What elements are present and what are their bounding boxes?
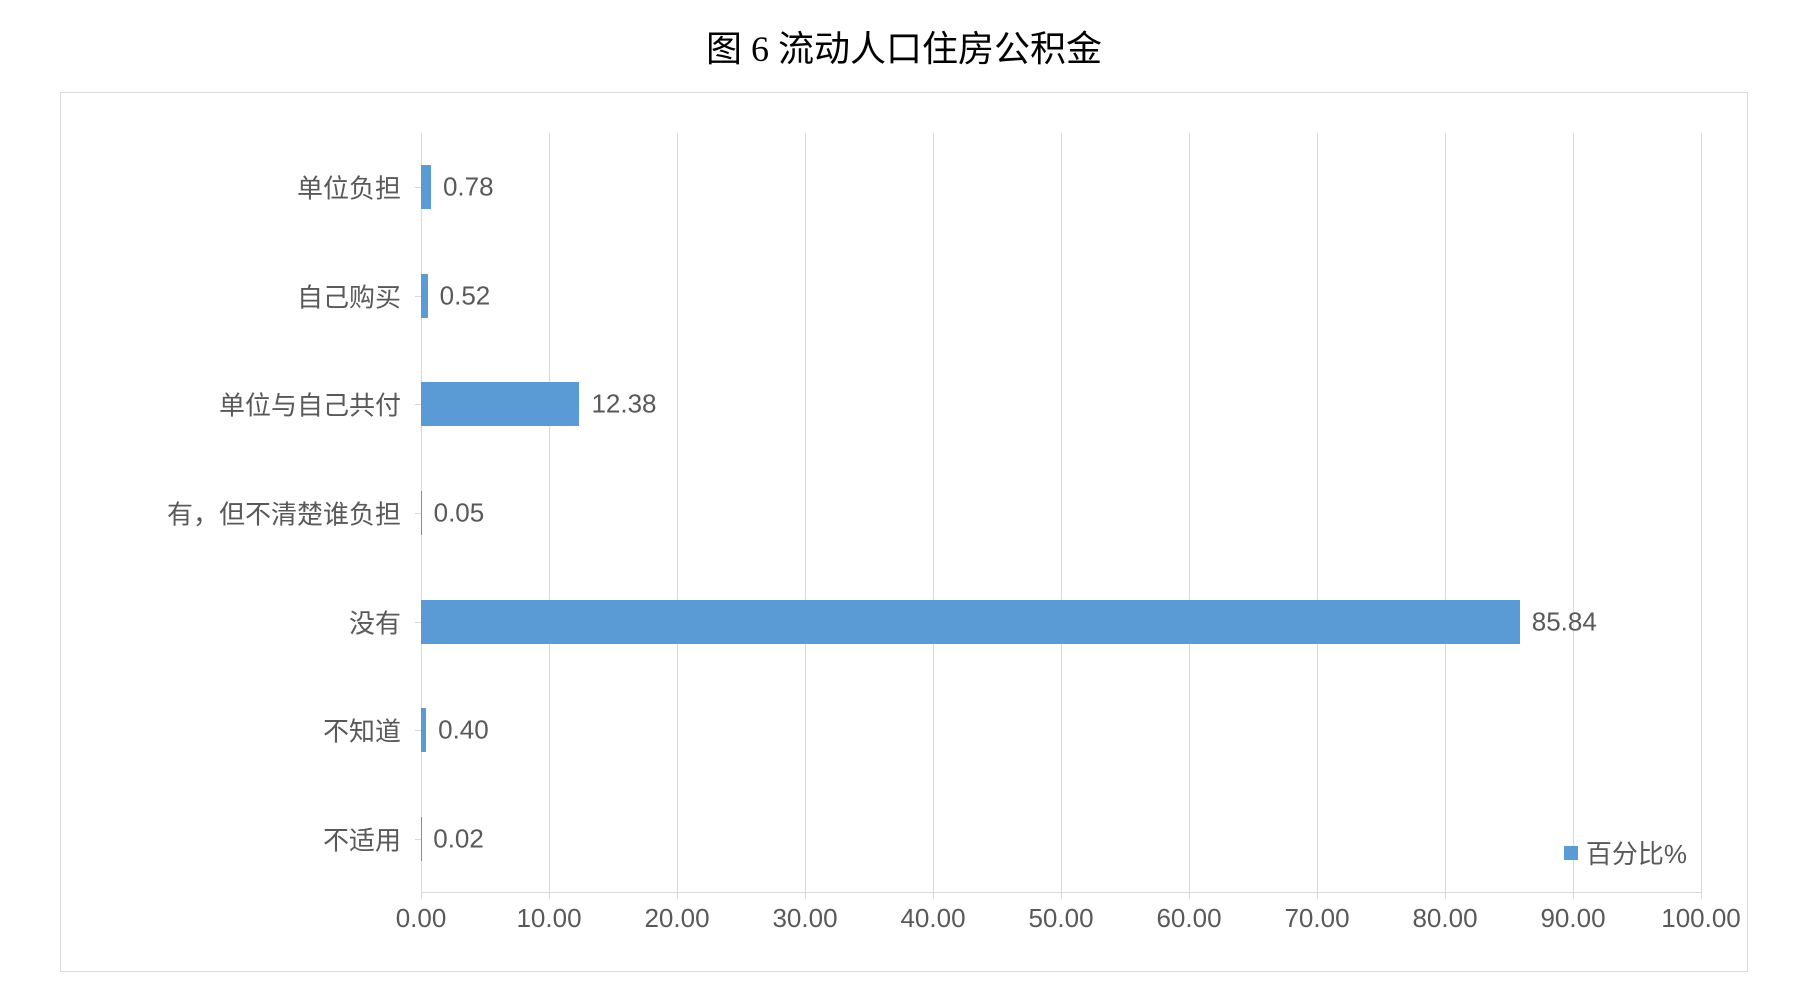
bar-row: 单位负担0.78 bbox=[421, 133, 1701, 242]
x-tick-label: 20.00 bbox=[644, 903, 709, 934]
gridline bbox=[1701, 133, 1702, 893]
category-label: 有，但不清楚谁负担 bbox=[61, 494, 401, 531]
legend-label: 百分比% bbox=[1586, 834, 1687, 871]
bar-row: 不适用0.02 bbox=[421, 784, 1701, 893]
legend: 百分比% bbox=[1564, 834, 1687, 871]
x-tick bbox=[1317, 893, 1318, 899]
bar-value-label: 0.52 bbox=[440, 280, 491, 311]
x-tick bbox=[1189, 893, 1190, 899]
x-tick bbox=[1701, 893, 1702, 899]
x-tick-label: 60.00 bbox=[1156, 903, 1221, 934]
x-tick bbox=[933, 893, 934, 899]
category-label: 不知道 bbox=[61, 712, 401, 749]
category-label: 单位负担 bbox=[61, 169, 401, 206]
x-tick bbox=[421, 893, 422, 899]
x-tick bbox=[1573, 893, 1574, 899]
bar-row: 没有85.84 bbox=[421, 567, 1701, 676]
bar: 0.78 bbox=[421, 165, 431, 209]
x-tick-label: 80.00 bbox=[1412, 903, 1477, 934]
x-tick bbox=[1445, 893, 1446, 899]
bar-value-label: 0.05 bbox=[434, 497, 485, 528]
chart-container: 0.00 10.00 20.00 30.00 40.00 50.00 60.00 70.00 8… bbox=[60, 92, 1748, 972]
x-tick bbox=[1061, 893, 1062, 899]
x-tick-label: 10.00 bbox=[516, 903, 581, 934]
x-tick-label: 40.00 bbox=[900, 903, 965, 934]
bar-row: 不知道0.40 bbox=[421, 676, 1701, 785]
x-tick-label: 30.00 bbox=[772, 903, 837, 934]
chart-title: 图 6 流动人口住房公积金 bbox=[0, 0, 1808, 92]
x-tick-label: 0.00 bbox=[396, 903, 447, 934]
bar: 12.38 bbox=[421, 382, 579, 426]
x-tick-label: 90.00 bbox=[1540, 903, 1605, 934]
bar-row: 自己购买0.52 bbox=[421, 242, 1701, 351]
plot-area: 0.0010.0020.0030.0040.0050.0060.0070.008… bbox=[421, 133, 1701, 893]
bar-row: 有，但不清楚谁负担0.05 bbox=[421, 459, 1701, 568]
category-label: 不适用 bbox=[61, 820, 401, 857]
legend-swatch bbox=[1564, 846, 1578, 860]
bar: 85.84 bbox=[421, 600, 1520, 644]
x-tick-label: 70.00 bbox=[1284, 903, 1349, 934]
category-label: 没有 bbox=[61, 603, 401, 640]
x-tick bbox=[805, 893, 806, 899]
bar: 0.52 bbox=[421, 274, 428, 318]
bar-value-label: 0.78 bbox=[443, 172, 494, 203]
category-label: 单位与自己共付 bbox=[61, 386, 401, 423]
bar: 0.40 bbox=[421, 708, 426, 752]
x-tick bbox=[677, 893, 678, 899]
bar-value-label: 0.02 bbox=[433, 823, 484, 854]
bar-row: 单位与自己共付12.38 bbox=[421, 350, 1701, 459]
bar-value-label: 85.84 bbox=[1532, 606, 1597, 637]
x-tick bbox=[549, 893, 550, 899]
x-tick-label: 50.00 bbox=[1028, 903, 1093, 934]
x-tick-label: 100.00 bbox=[1661, 903, 1741, 934]
bar-value-label: 0.40 bbox=[438, 715, 489, 746]
bar: 0.05 bbox=[421, 491, 422, 535]
bar-value-label: 12.38 bbox=[591, 389, 656, 420]
category-label: 自己购买 bbox=[61, 277, 401, 314]
